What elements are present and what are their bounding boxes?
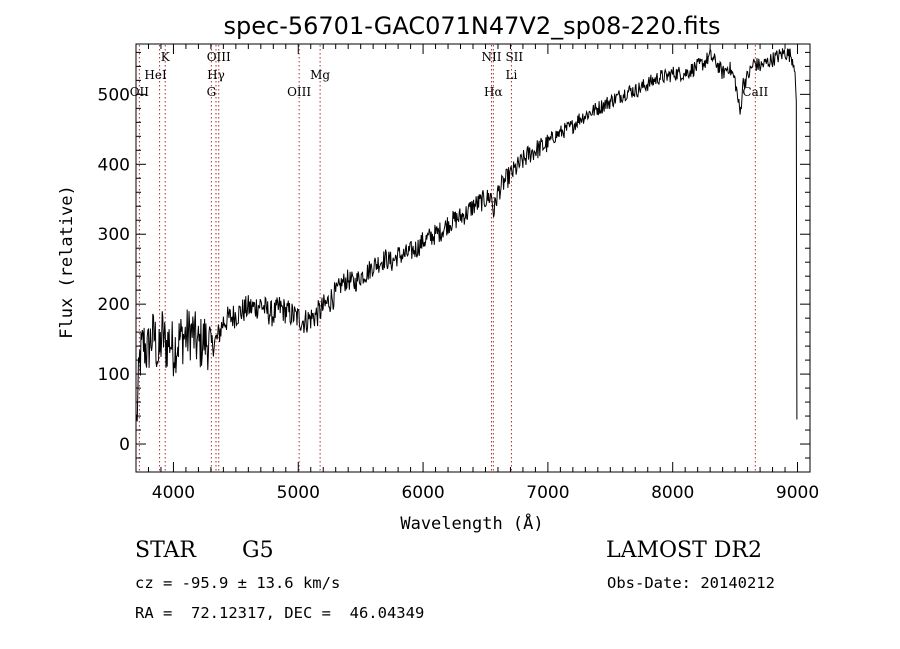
line-label-3934: K <box>161 50 171 64</box>
coordinates-readout: RA = 72.12317, DEC = 46.04349 <box>135 604 425 622</box>
cz-readout: cz = -95.9 ± 13.6 km/s <box>135 574 341 592</box>
y-tick-label: 200 <box>98 295 130 315</box>
chart-title: spec-56701-GAC071N47V2_sp08-220.fits <box>224 12 721 40</box>
obs-date-readout: Obs-Date: 20140212 <box>607 574 775 592</box>
y-axis-label: Flux (relative) <box>57 185 77 339</box>
line-label-6731: SII <box>505 50 523 64</box>
x-tick-label: 8000 <box>651 483 694 503</box>
spectrum-series-line <box>136 47 798 422</box>
subclass-label: G5 <box>242 538 274 563</box>
y-tick-label: 100 <box>98 365 130 385</box>
line-label-4341: Hγ <box>207 68 225 82</box>
y-tick-label: 400 <box>98 155 130 175</box>
survey-label: LAMOST DR2 <box>606 538 762 563</box>
y-tick-label: 300 <box>98 225 130 245</box>
line-label-4304: G <box>207 85 217 99</box>
line-label-4363: OIII <box>207 50 231 64</box>
x-tick-label: 6000 <box>401 483 444 503</box>
plot-frame <box>135 43 811 473</box>
x-axis-label: Wavelength (Å) <box>400 512 543 534</box>
line-label-6563: Hα <box>484 85 503 99</box>
y-tick-label: 500 <box>98 85 130 105</box>
series-layer <box>136 47 798 422</box>
y-tick-label: 0 <box>119 435 130 455</box>
x-tick-label: 4000 <box>152 483 195 503</box>
x-tick-label: 9000 <box>776 483 819 503</box>
line-label-3889: HeI <box>144 68 167 82</box>
object-type-label: STAR <box>135 538 196 563</box>
x-tick-label: 5000 <box>277 483 320 503</box>
line-label-8662: CaII <box>742 85 768 99</box>
line-label-6708: Li <box>506 68 518 82</box>
x-tick-label: 7000 <box>526 483 569 503</box>
axis-ticks: 4000 5000 6000 7000 8000 9000 0 100 200 300 400 500 <box>98 44 819 503</box>
line-label-6548: NII <box>481 50 501 64</box>
line-label-5175: Mg <box>310 68 330 82</box>
line-label-5007: OIII <box>287 85 311 99</box>
line-label-3727: OII <box>130 85 150 99</box>
